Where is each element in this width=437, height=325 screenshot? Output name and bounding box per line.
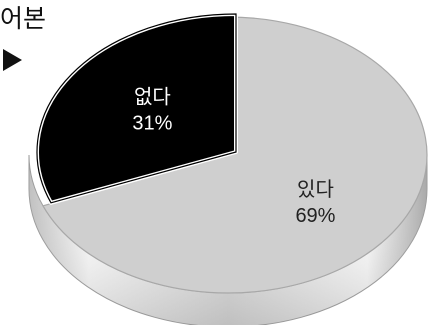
slice-label-0: 있다 xyxy=(297,177,334,201)
chart-caption: 어본 xyxy=(0,4,47,33)
slice-label-1: 없다 xyxy=(134,85,171,109)
slice-value-label-0: 69% xyxy=(295,205,335,227)
slice-value-label-1: 31% xyxy=(132,113,172,135)
pie-slice-0 xyxy=(42,16,428,294)
pie-side-shade xyxy=(29,155,427,325)
pie-slice-outline-1 xyxy=(36,13,237,204)
play-arrow-icon xyxy=(3,49,22,71)
